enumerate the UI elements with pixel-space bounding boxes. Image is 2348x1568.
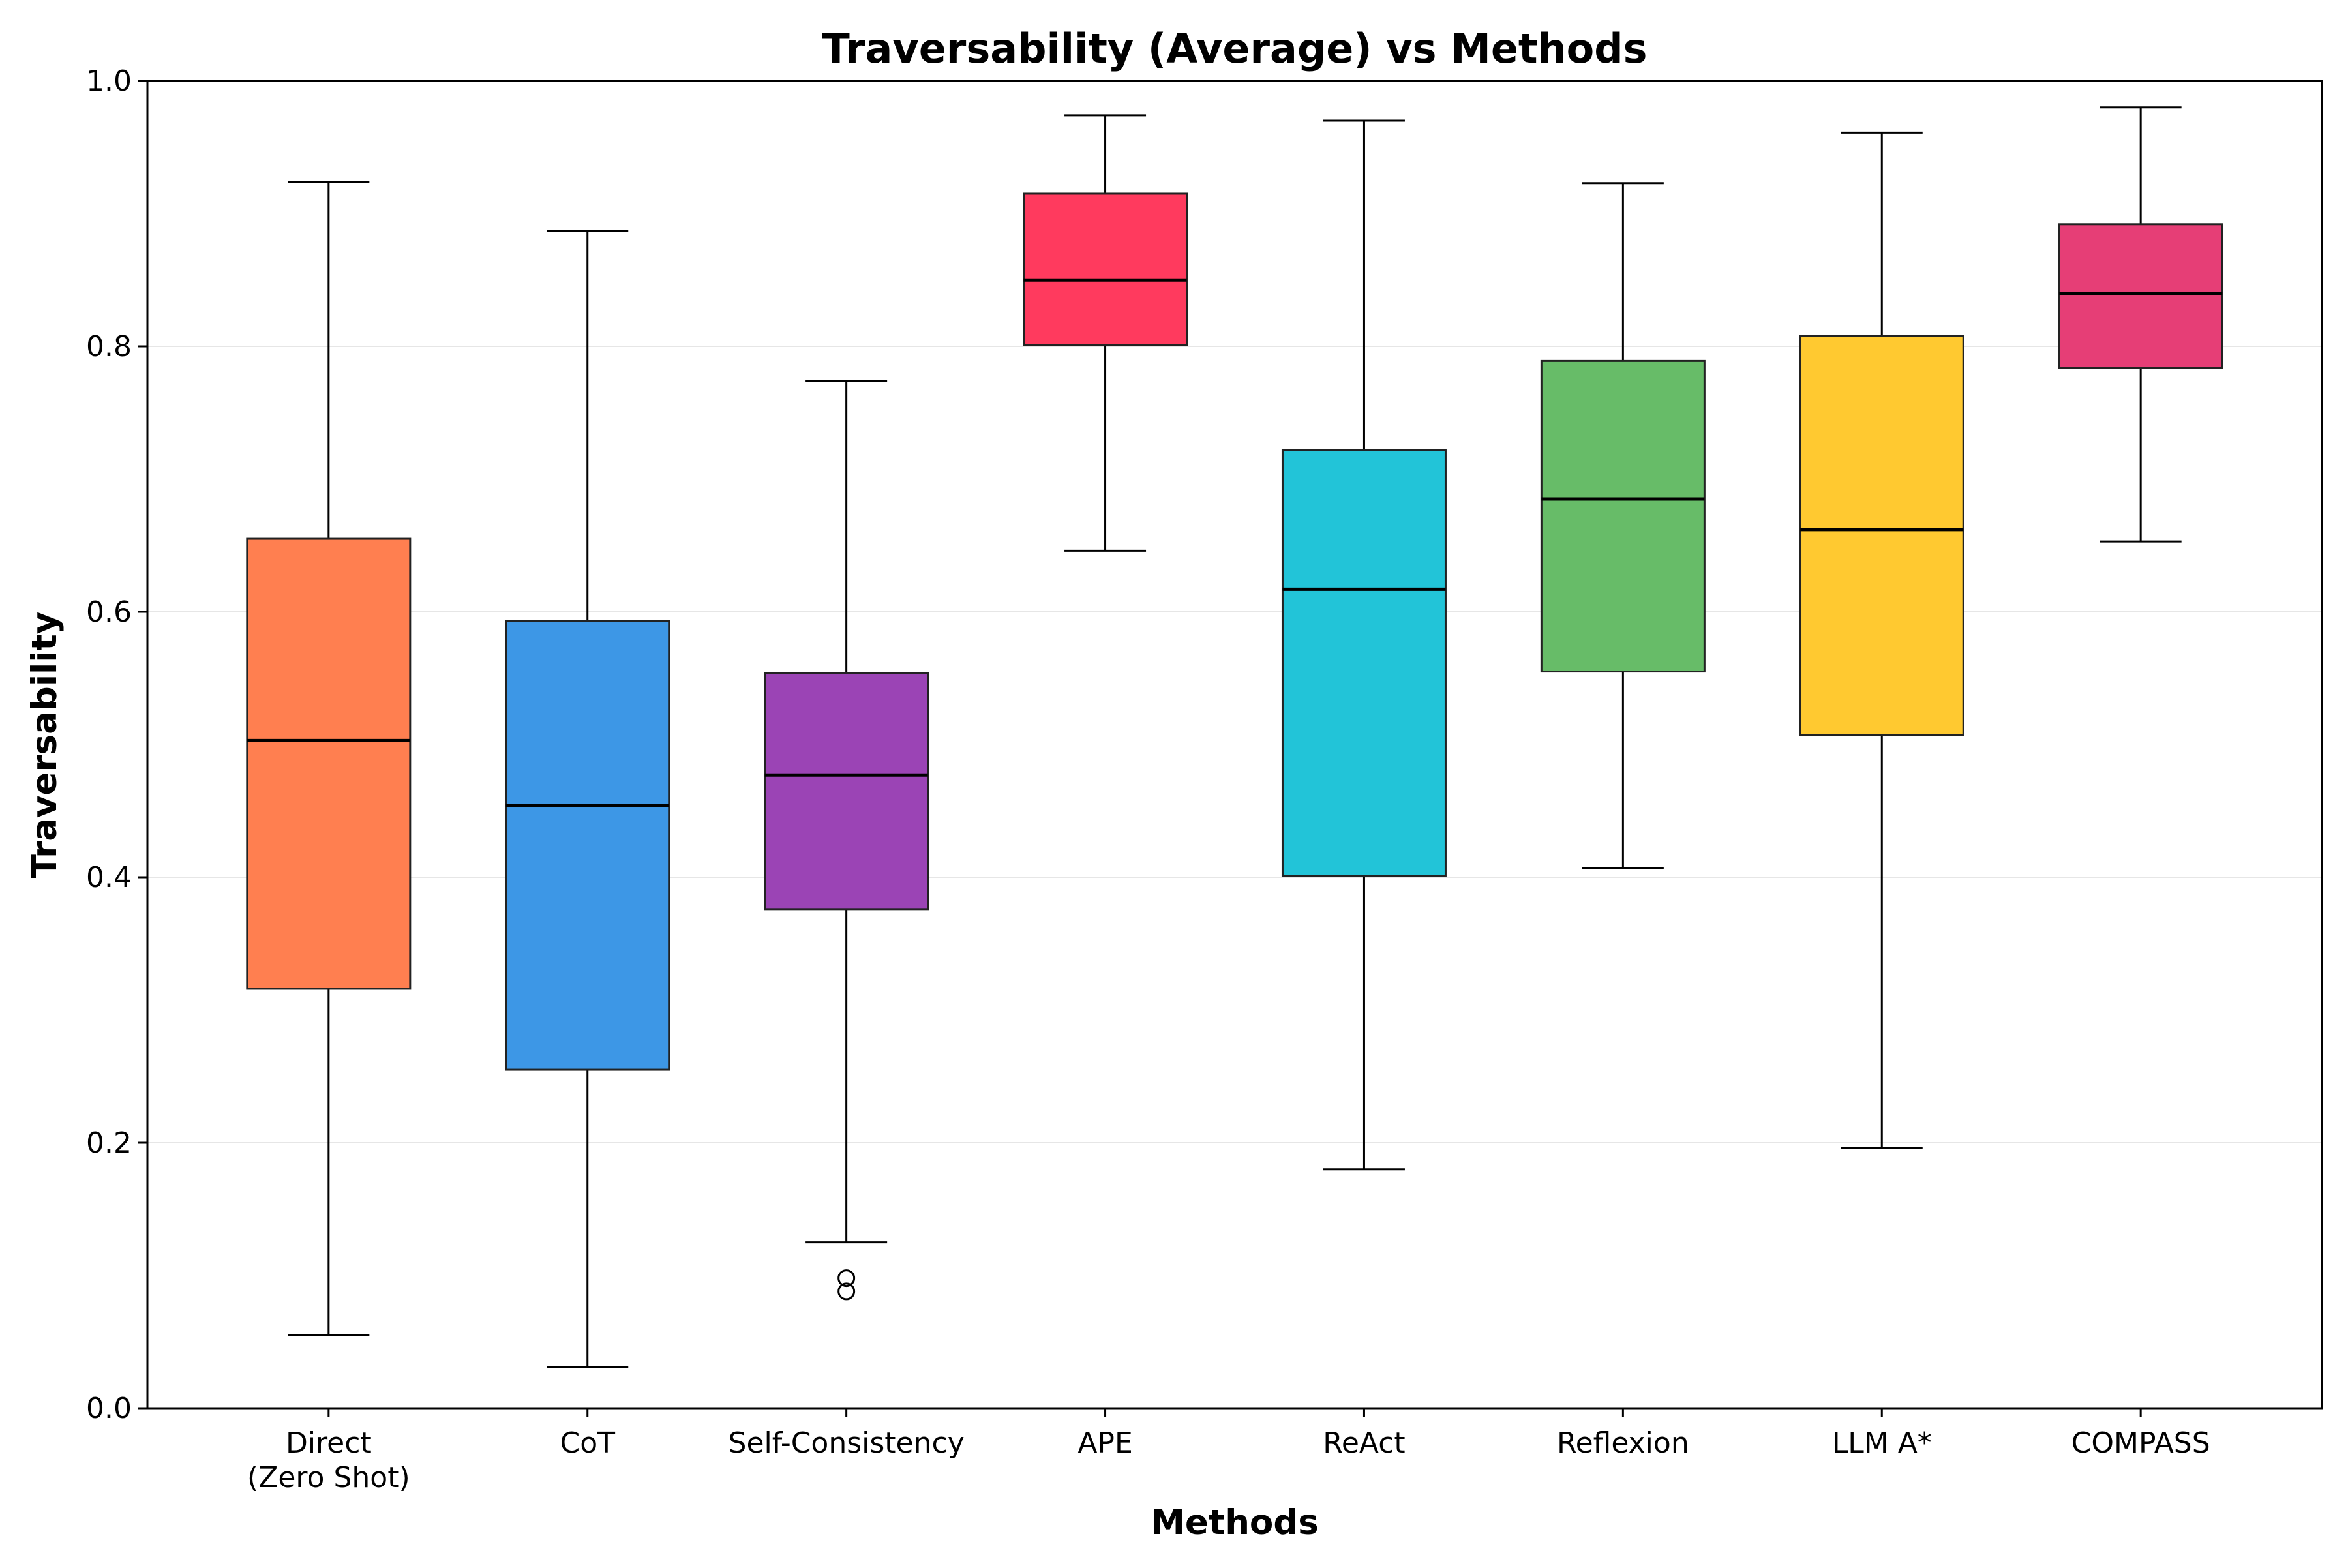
x-tick-label: Self-Consistency bbox=[729, 1426, 965, 1460]
box-group bbox=[764, 380, 929, 1301]
iqr-box bbox=[1023, 192, 1188, 346]
box-group bbox=[246, 181, 412, 1336]
x-tick-label: APE bbox=[1077, 1426, 1132, 1460]
box-group bbox=[505, 230, 670, 1368]
outlier-point bbox=[837, 1269, 856, 1288]
y-tick-label: 0.6 bbox=[86, 596, 132, 629]
x-tick-label: COMPASS bbox=[2071, 1426, 2210, 1460]
box-group bbox=[1799, 131, 1964, 1149]
y-axis-ticks: 0.0 0.2 0.4 0.6 0.8 1.0 bbox=[86, 65, 147, 1425]
box-group bbox=[1281, 119, 1447, 1171]
y-axis-label: Traversability bbox=[25, 612, 65, 879]
x-tick-label: (Zero Shot) bbox=[247, 1461, 410, 1494]
box-group bbox=[1540, 182, 1706, 869]
iqr-box bbox=[1799, 335, 1964, 736]
iqr-box bbox=[2058, 223, 2223, 369]
iqr-box bbox=[246, 537, 412, 990]
y-tick-label: 0.8 bbox=[86, 330, 132, 363]
y-tick-label: 0.4 bbox=[86, 861, 132, 894]
box-group bbox=[1023, 114, 1188, 552]
x-axis-label: Methods bbox=[1151, 1503, 1319, 1543]
boxes bbox=[246, 106, 2223, 1368]
x-tick-label: CoT bbox=[560, 1426, 615, 1460]
plot-frame bbox=[146, 80, 2323, 1410]
chart-title: Traversability (Average) vs Methods bbox=[822, 25, 1647, 72]
iqr-box bbox=[505, 620, 670, 1071]
box-group bbox=[2058, 106, 2223, 543]
x-tick-label: ReAct bbox=[1323, 1426, 1405, 1460]
x-axis-ticks: Direct(Zero Shot) CoT Self-Consistency APE R… bbox=[247, 1408, 2210, 1494]
iqr-box bbox=[1540, 359, 1706, 673]
x-tick-label: Direct bbox=[286, 1426, 372, 1460]
outlier-point bbox=[837, 1282, 856, 1301]
iqr-box bbox=[1281, 449, 1447, 877]
y-tick-label: 0.2 bbox=[86, 1126, 132, 1160]
y-tick-label: 0.0 bbox=[86, 1392, 132, 1425]
x-tick-label: Reflexion bbox=[1557, 1426, 1689, 1460]
iqr-box bbox=[764, 672, 929, 911]
x-tick-label: LLM A* bbox=[1832, 1426, 1932, 1460]
y-tick-label: 1.0 bbox=[86, 65, 132, 98]
